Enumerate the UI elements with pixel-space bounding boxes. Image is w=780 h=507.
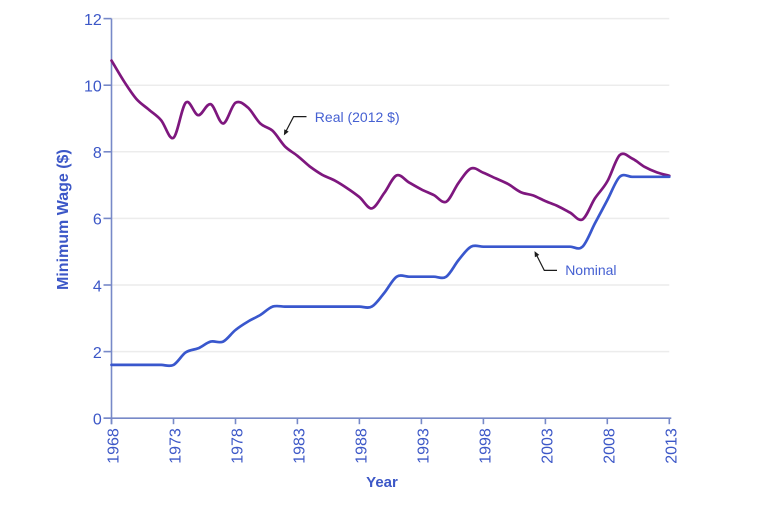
svg-text:4: 4 (93, 278, 102, 295)
svg-text:2008: 2008 (601, 428, 618, 464)
svg-text:1978: 1978 (230, 428, 247, 464)
svg-text:2: 2 (93, 345, 102, 362)
svg-text:12: 12 (84, 12, 102, 29)
svg-text:1993: 1993 (415, 428, 432, 464)
svg-text:Minimum Wage ($): Minimum Wage ($) (55, 149, 72, 290)
svg-text:1973: 1973 (168, 428, 185, 464)
svg-text:0: 0 (93, 412, 102, 429)
svg-text:1983: 1983 (291, 428, 308, 464)
svg-text:Nominal: Nominal (565, 262, 616, 278)
svg-text:2003: 2003 (539, 428, 556, 464)
svg-text:2013: 2013 (663, 428, 680, 464)
svg-text:6: 6 (93, 212, 102, 229)
svg-text:Real (2012 $): Real (2012 $) (315, 109, 400, 125)
svg-text:1968: 1968 (106, 428, 123, 464)
svg-text:8: 8 (93, 145, 102, 162)
svg-text:1988: 1988 (353, 428, 370, 464)
svg-text:1998: 1998 (477, 428, 494, 464)
svg-text:Year: Year (366, 474, 398, 491)
svg-text:10: 10 (84, 79, 102, 96)
